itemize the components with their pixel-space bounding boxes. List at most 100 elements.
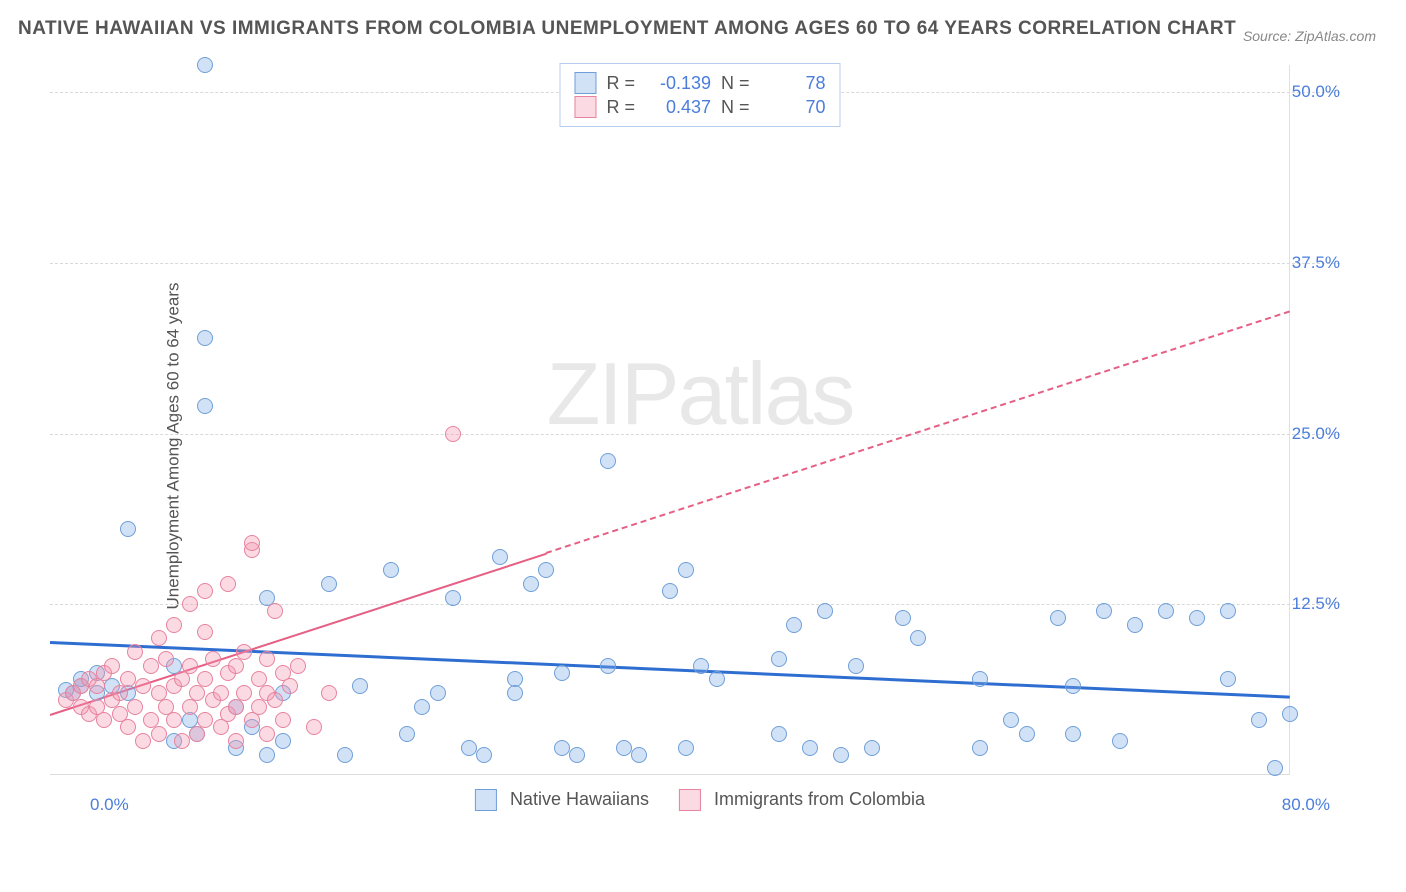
data-point [151,630,167,646]
legend-swatch-icon [574,72,596,94]
data-point [352,678,368,694]
data-point [383,562,399,578]
data-point [523,576,539,592]
data-point [1019,726,1035,742]
data-point [228,733,244,749]
data-point [1112,733,1128,749]
x-axis-max-label: 80.0% [1282,795,1330,815]
data-point [461,740,477,756]
data-point [244,535,260,551]
legend-n-label: N = [721,73,750,94]
data-point [120,671,136,687]
watermark: ZIPatlas [547,343,854,445]
legend-swatch-icon [475,789,497,811]
chart-title: NATIVE HAWAIIAN VS IMMIGRANTS FROM COLOM… [18,18,1236,40]
chart-area: ZIPatlas 12.5% 25.0% 37.5% 50.0% R = -0.139… [50,55,1350,825]
data-point [1158,603,1174,619]
data-point [771,726,787,742]
data-point [910,630,926,646]
data-point [507,685,523,701]
data-point [135,678,151,694]
data-point [864,740,880,756]
y-axis-line-right [1289,65,1290,775]
data-point [321,576,337,592]
data-point [569,747,585,763]
legend-item-hawaiians: Native Hawaiians [475,789,649,811]
data-point [678,740,694,756]
data-point [538,562,554,578]
data-point [135,733,151,749]
data-point [1220,603,1236,619]
data-point [337,747,353,763]
data-point [631,747,647,763]
data-point [1065,678,1081,694]
legend-n-value: 70 [760,97,826,118]
data-point [112,685,128,701]
data-point [228,699,244,715]
data-point [205,651,221,667]
data-point [693,658,709,674]
data-point [414,699,430,715]
data-point [197,671,213,687]
data-point [445,590,461,606]
data-point [267,692,283,708]
data-point [972,740,988,756]
data-point [127,644,143,660]
data-point [244,712,260,728]
data-point [259,726,275,742]
data-point [1003,712,1019,728]
data-point [709,671,725,687]
data-point [1127,617,1143,633]
legend-n-value: 78 [760,73,826,94]
y-tick-label: 37.5% [1292,253,1340,273]
data-point [197,330,213,346]
data-point [174,671,190,687]
data-point [251,699,267,715]
trend-line [546,311,1291,555]
data-point [1050,610,1066,626]
data-point [220,576,236,592]
data-point [1220,671,1236,687]
data-point [554,740,570,756]
data-point [89,678,105,694]
data-point [290,658,306,674]
data-point [197,398,213,414]
gridline [50,434,1340,435]
gridline [50,263,1340,264]
data-point [189,685,205,701]
gridline [50,604,1340,605]
data-point [197,583,213,599]
legend-r-value: -0.139 [645,73,711,94]
data-point [1065,726,1081,742]
data-point [275,733,291,749]
data-point [476,747,492,763]
data-point [166,617,182,633]
legend-r-label: R = [606,73,635,94]
legend-item-colombia: Immigrants from Colombia [679,789,925,811]
data-point [189,726,205,742]
data-point [972,671,988,687]
data-point [236,685,252,701]
data-point [848,658,864,674]
legend-n-label: N = [721,97,750,118]
y-tick-label: 12.5% [1292,594,1340,614]
data-point [96,712,112,728]
series-legend: Native Hawaiians Immigrants from Colombi… [475,789,925,811]
y-tick-label: 50.0% [1292,82,1340,102]
data-point [197,624,213,640]
data-point [282,678,298,694]
y-tick-label: 25.0% [1292,424,1340,444]
data-point [213,685,229,701]
data-point [213,719,229,735]
data-point [1267,760,1283,776]
data-point [399,726,415,742]
data-point [600,453,616,469]
data-point [817,603,833,619]
data-point [771,651,787,667]
legend-row-hawaiians: R = -0.139 N = 78 [574,72,825,94]
data-point [259,651,275,667]
legend-r-label: R = [606,97,635,118]
data-point [104,658,120,674]
legend-r-value: 0.437 [645,97,711,118]
data-point [554,665,570,681]
